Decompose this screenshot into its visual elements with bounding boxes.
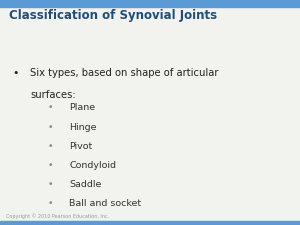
Text: Saddle: Saddle xyxy=(69,180,101,189)
Text: •: • xyxy=(12,68,18,77)
Text: Copyright © 2010 Pearson Education, Inc.: Copyright © 2010 Pearson Education, Inc. xyxy=(6,213,109,219)
Text: Hinge: Hinge xyxy=(69,123,97,132)
Text: •: • xyxy=(48,104,53,112)
Text: •: • xyxy=(48,180,53,189)
Text: Ball and socket: Ball and socket xyxy=(69,199,141,208)
Text: Plane: Plane xyxy=(69,104,95,112)
Text: Classification of Synovial Joints: Classification of Synovial Joints xyxy=(9,9,217,22)
Text: surfaces:: surfaces: xyxy=(30,90,76,100)
Text: Pivot: Pivot xyxy=(69,142,92,151)
Text: •: • xyxy=(48,199,53,208)
Text: Condyloid: Condyloid xyxy=(69,161,116,170)
Text: Six types, based on shape of articular: Six types, based on shape of articular xyxy=(30,68,218,77)
Text: •: • xyxy=(48,161,53,170)
Text: •: • xyxy=(48,142,53,151)
Bar xyxy=(0,0,300,7)
Text: •: • xyxy=(48,123,53,132)
Bar xyxy=(0,221,300,225)
